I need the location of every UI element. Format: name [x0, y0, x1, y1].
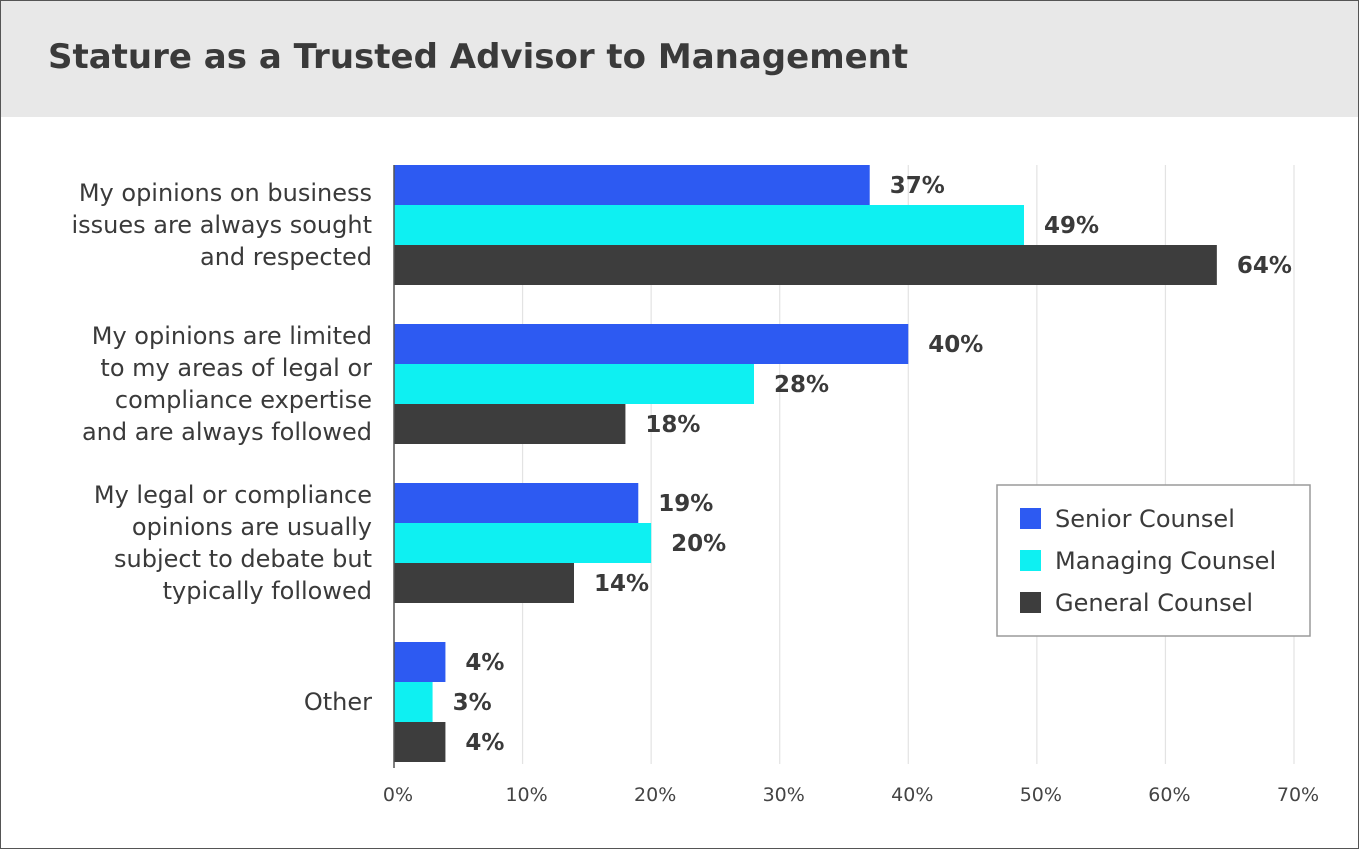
- category-label: Other: [304, 688, 372, 716]
- bar-general-counsel: [394, 722, 446, 762]
- x-tick-label: 10%: [505, 784, 547, 806]
- bar-general-counsel: [394, 245, 1217, 285]
- legend-label: Senior Counsel: [1055, 505, 1235, 533]
- category-label-line: and respected: [200, 243, 372, 271]
- x-tick-label: 20%: [634, 784, 676, 806]
- category-label-line: typically followed: [163, 577, 372, 605]
- bar-managing-counsel: [394, 523, 652, 563]
- bar-managing-counsel: [394, 682, 433, 722]
- category-label-line: issues are always sought: [71, 211, 372, 239]
- chart-title: Stature as a Trusted Advisor to Manageme…: [48, 37, 909, 77]
- category-label-line: opinions are usually: [132, 513, 372, 541]
- category-label-line: to my areas of legal or: [100, 354, 372, 382]
- category-label: My legal or compliance opinions are usual…: [94, 481, 372, 605]
- data-label: 64%: [1237, 253, 1292, 279]
- data-label: 14%: [594, 571, 649, 597]
- data-label: 18%: [645, 412, 700, 438]
- legend-box: [996, 484, 1311, 637]
- category-label-line: subject to debate but: [114, 545, 372, 573]
- category-label: My opinions on business issues are always…: [71, 179, 372, 271]
- x-tick-label: 30%: [763, 784, 805, 806]
- category-label-line: and are always followed: [82, 418, 372, 446]
- bar-senior-counsel: [394, 324, 909, 364]
- category-label-line: compliance expertise: [115, 386, 372, 414]
- bar-senior-counsel: [394, 642, 446, 682]
- legend-label: Managing Counsel: [1055, 547, 1276, 575]
- category-label: My opinions are limited to my areas of le…: [82, 322, 372, 446]
- bar-managing-counsel: [394, 205, 1024, 245]
- data-label: 4%: [465, 650, 504, 676]
- data-label: 40%: [928, 332, 983, 358]
- bar-general-counsel: [394, 404, 626, 444]
- x-tick-label: 70%: [1277, 784, 1319, 806]
- legend-swatch: [1020, 592, 1041, 613]
- category-label-line: My opinions on business: [79, 179, 372, 207]
- category-label-line: My legal or compliance: [94, 481, 372, 509]
- legend-swatch: [1020, 550, 1041, 571]
- data-label: 19%: [658, 491, 713, 517]
- bar-senior-counsel: [394, 165, 870, 205]
- data-label: 3%: [453, 690, 492, 716]
- x-tick-label: 40%: [891, 784, 933, 806]
- x-tick-label: 50%: [1020, 784, 1062, 806]
- data-label: 20%: [671, 531, 726, 557]
- data-label: 49%: [1044, 213, 1099, 239]
- legend-label: General Counsel: [1055, 589, 1253, 617]
- x-tick-label: 0%: [383, 784, 413, 806]
- data-label: 28%: [774, 372, 829, 398]
- bar-managing-counsel: [394, 364, 754, 404]
- title-bar: Stature as a Trusted Advisor to Manageme…: [1, 1, 1358, 117]
- category-label-line: My opinions are limited: [92, 322, 372, 350]
- bar-senior-counsel: [394, 483, 639, 523]
- data-label: 37%: [890, 173, 945, 199]
- legend-swatch: [1020, 508, 1041, 529]
- x-tick-label: 60%: [1148, 784, 1190, 806]
- bar-general-counsel: [394, 563, 574, 603]
- category-label-line: Other: [304, 688, 372, 716]
- data-label: 4%: [465, 730, 504, 756]
- legend: Senior Counsel Managing Counsel General Co…: [996, 484, 1311, 637]
